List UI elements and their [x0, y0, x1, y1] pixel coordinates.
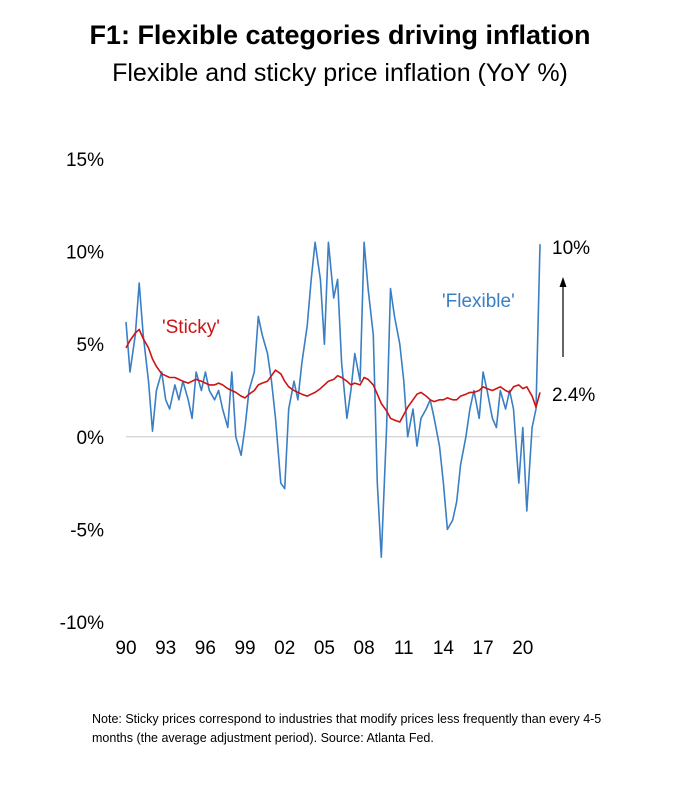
x-tick-label: 08: [354, 638, 375, 659]
x-tick-label: 17: [473, 638, 494, 659]
sticky-series-line: [125, 328, 541, 423]
y-tick-label: -10%: [60, 613, 104, 634]
x-tick-label: 02: [274, 638, 295, 659]
line-chart: 15% 10% 5% 0% -5% -10% 90 93 96 99 02 05 08 11 14 17 20…: [60, 150, 596, 659]
series-layer: [125, 241, 541, 559]
x-tick-label: 20: [512, 638, 533, 659]
y-axis: 15% 10% 5% 0% -5% -10%: [60, 150, 104, 634]
sticky-latest-value-label: 2.4%: [552, 385, 595, 406]
y-tick-label: 0%: [77, 428, 105, 449]
chart-title: F1: Flexible categories driving inflatio…: [89, 20, 591, 50]
x-tick-label: 99: [234, 638, 255, 659]
x-tick-label: 14: [433, 638, 455, 659]
x-tick-label: 11: [394, 638, 414, 659]
up-arrow-icon: [559, 277, 567, 287]
sticky-series-label: 'Sticky': [162, 317, 220, 338]
flexible-latest-value-label: 10%: [552, 238, 590, 259]
y-tick-label: -5%: [70, 520, 104, 541]
x-tick-label: 90: [115, 638, 136, 659]
flexible-series-label: 'Flexible': [442, 291, 515, 312]
y-tick-label: 10%: [66, 243, 104, 264]
chart-subtitle: Flexible and sticky price inflation (YoY…: [112, 59, 568, 87]
x-axis: 90 93 96 99 02 05 08 11 14 17 20: [115, 638, 533, 659]
y-tick-label: 15%: [66, 150, 104, 171]
footnote: Note: Sticky prices correspond to indust…: [92, 712, 602, 745]
x-tick-label: 93: [155, 638, 176, 659]
x-tick-label: 96: [195, 638, 216, 659]
y-tick-label: 5%: [77, 335, 105, 356]
x-tick-label: 05: [314, 638, 335, 659]
flexible-series-line: [125, 241, 541, 559]
